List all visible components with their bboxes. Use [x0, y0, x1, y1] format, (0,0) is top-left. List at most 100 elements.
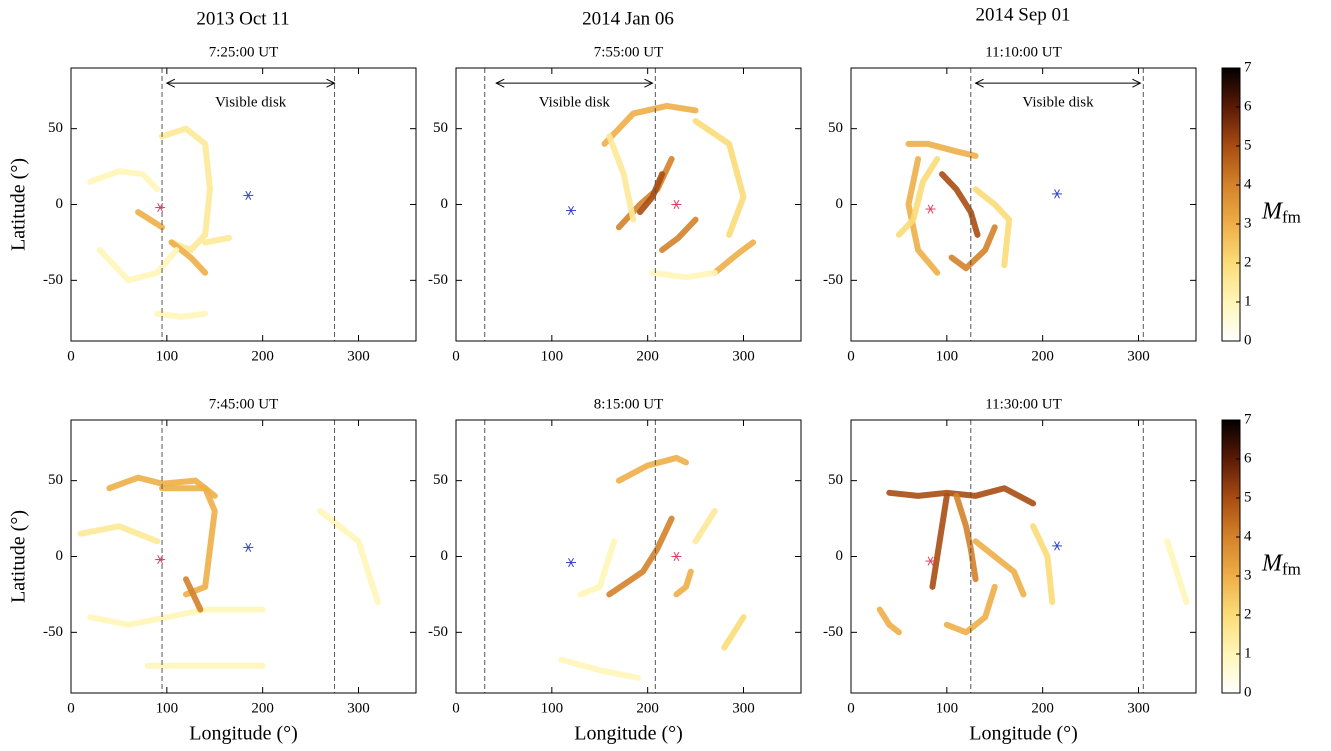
marker-stroke — [157, 554, 164, 565]
plot-area — [71, 420, 416, 693]
field-ridge — [606, 515, 675, 598]
x-tick-label: 100 — [541, 348, 564, 364]
y-tick-label: -50 — [428, 272, 448, 288]
x-tick-label: 0 — [452, 700, 460, 716]
x-tick-label: 100 — [936, 348, 959, 364]
field-ridge — [939, 171, 981, 238]
marker-stroke — [1054, 189, 1060, 199]
field-ridge — [183, 576, 204, 613]
y-tick-label: 0 — [56, 548, 64, 564]
marker-stroke — [1054, 541, 1060, 551]
colorbar-label-sub: fm — [1282, 207, 1301, 226]
panel-title: 8:15:00 UT — [594, 396, 664, 412]
arrow-head — [326, 78, 336, 88]
field-ridge — [886, 485, 1037, 507]
field-ridge — [943, 583, 998, 636]
colorbar-tick-label: 0 — [1244, 684, 1252, 700]
colorbar-label-main: M — [1261, 550, 1284, 576]
marker — [243, 542, 254, 552]
marker — [925, 556, 936, 566]
plot-area — [71, 68, 416, 341]
x-tick-label: 100 — [936, 700, 959, 716]
x-tick-label: 100 — [541, 700, 564, 716]
field-ridge — [135, 209, 166, 231]
y-tick-label: 50 — [433, 120, 448, 136]
field-ridge — [159, 125, 213, 253]
field-ridge — [659, 216, 699, 253]
colorbar — [1221, 419, 1241, 694]
marker-stroke — [157, 202, 164, 213]
x-tick-label: 300 — [1127, 348, 1150, 364]
arrow-head — [644, 78, 654, 88]
x-tick-label: 200 — [1031, 700, 1054, 716]
marker — [1052, 189, 1063, 199]
y-tick-label: -50 — [823, 624, 843, 640]
marker-stroke — [673, 199, 680, 210]
column-title: 2014 Jan 06 — [582, 8, 674, 29]
field-ridge — [87, 168, 161, 193]
marker — [671, 551, 682, 562]
colorbar-label: Mfm — [1261, 198, 1301, 226]
panel-title: 11:10:00 UT — [985, 44, 1062, 60]
marker — [671, 199, 682, 210]
y-tick-label: 0 — [836, 196, 844, 212]
x-tick-label: 300 — [732, 700, 755, 716]
colorbar-tick-label: 6 — [1244, 98, 1252, 114]
marker-stroke — [245, 190, 252, 200]
y-tick-label: -50 — [43, 624, 63, 640]
annotation-text: Visible disk — [539, 94, 611, 110]
field-ridge — [317, 508, 381, 605]
x-tick-label: 100 — [156, 348, 179, 364]
colorbar-tick-label: 7 — [1244, 59, 1252, 75]
field-ridge — [905, 140, 979, 159]
marker-stroke — [568, 205, 574, 216]
panel-title: 7:55:00 UT — [594, 44, 664, 60]
marker — [155, 202, 166, 213]
marker-stroke — [245, 542, 252, 552]
field-ridge — [673, 568, 694, 598]
y-tick-label: 50 — [828, 472, 843, 488]
colorbar-tick-label: 2 — [1244, 254, 1252, 270]
x-tick-label: 200 — [636, 700, 659, 716]
field-ridge — [972, 538, 1027, 598]
y-tick-label: 0 — [56, 196, 64, 212]
y-tick-label: 50 — [433, 472, 448, 488]
colorbar-tick-label: 4 — [1244, 176, 1252, 192]
field-ridge — [876, 606, 902, 636]
y-axis-label: Latitude (°) — [8, 510, 30, 603]
field-ridge — [948, 224, 998, 272]
panel-title: 7:45:00 UT — [209, 396, 279, 412]
colorbar-tick-label: 1 — [1244, 645, 1252, 661]
y-tick-label: -50 — [823, 272, 843, 288]
colorbar-tick-label: 1 — [1244, 293, 1252, 309]
colorbar-tick-label: 7 — [1244, 411, 1252, 427]
y-tick-label: 50 — [48, 472, 63, 488]
field-ridge — [558, 656, 642, 681]
field-ridge — [905, 156, 941, 276]
x-tick-label: 200 — [251, 348, 274, 364]
colorbar-tick-label: 3 — [1244, 567, 1252, 583]
field-ridge — [154, 310, 209, 320]
marker — [243, 190, 254, 200]
x-axis-label: Longitude (°) — [574, 723, 683, 745]
field-ridge — [929, 492, 950, 590]
field-ridge — [1030, 523, 1056, 605]
colorbar-label-main: M — [1261, 198, 1284, 224]
field-ridge — [159, 485, 218, 598]
arrow-head — [974, 78, 984, 88]
field-ridge — [87, 606, 266, 628]
y-tick-label: -50 — [428, 624, 448, 640]
colorbar — [1221, 67, 1241, 342]
field-ridge — [96, 247, 180, 284]
arrow-head — [1132, 78, 1142, 88]
field-ridge — [77, 523, 161, 545]
colorbar-tick-label: 0 — [1244, 332, 1252, 348]
colorbar-tick-label: 5 — [1244, 137, 1252, 153]
marker-stroke — [927, 204, 934, 214]
marker-stroke — [673, 551, 680, 562]
x-tick-label: 0 — [67, 700, 75, 716]
y-tick-label: 50 — [48, 120, 63, 136]
x-tick-label: 200 — [251, 700, 274, 716]
colorbar-tick-label: 6 — [1244, 450, 1252, 466]
colorbar-tick-label: 5 — [1244, 489, 1252, 505]
